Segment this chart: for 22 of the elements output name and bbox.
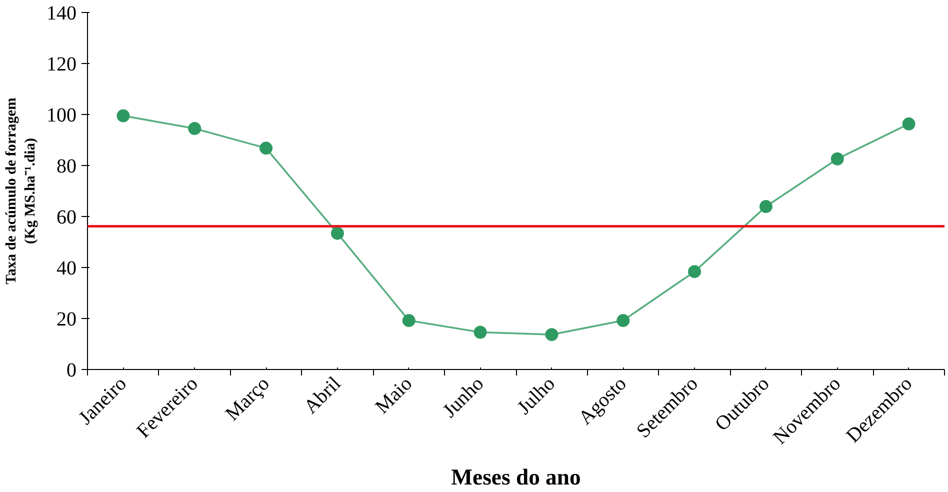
y-tick-label: 120 [46, 54, 76, 76]
y-tick-label: 40 [56, 258, 76, 280]
point [260, 142, 273, 155]
point [116, 109, 130, 122]
point [188, 122, 202, 136]
x-axis-title: Meses do ano [451, 464, 581, 490]
point [616, 314, 630, 328]
y-axis-title: Taxa de acúmulo de forragem (Kg MS.ha⁻¹.dia) [3, 98, 38, 284]
point [402, 314, 416, 328]
point [830, 152, 844, 166]
y-tick-label: 60 [56, 206, 76, 228]
point [902, 117, 916, 130]
point [330, 226, 344, 240]
point [759, 200, 772, 214]
point [545, 328, 558, 342]
y-tick-label: 80 [56, 156, 76, 178]
y-tick-label: 20 [56, 308, 76, 330]
point [688, 265, 702, 278]
y-tick-label: 140 [46, 2, 76, 24]
point [474, 326, 487, 339]
y-tick-label: 100 [46, 104, 76, 126]
y-tick-label: 0 [66, 360, 76, 382]
